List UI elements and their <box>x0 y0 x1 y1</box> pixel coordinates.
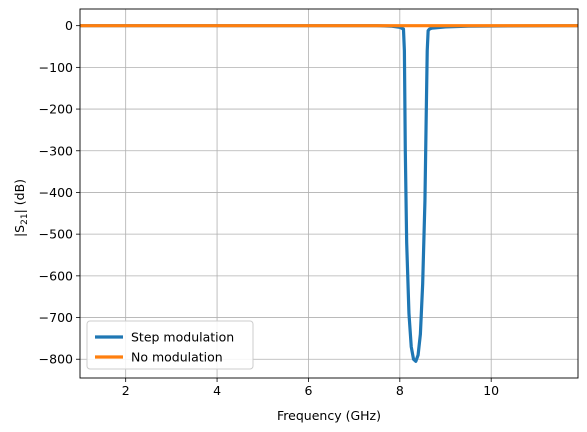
ticks: 2 4 6 8 10 0 −100 −200 −300 −400 −500 −600 −700 −800 <box>39 18 500 398</box>
legend-label-step-modulation: Step modulation <box>131 330 234 345</box>
legend-box <box>86 320 254 370</box>
y-tick-label-0: 0 <box>65 18 73 33</box>
plot-frame <box>79 8 579 379</box>
y-tick-label-8: −800 <box>39 352 73 367</box>
y-tick-label-5: −500 <box>39 227 73 242</box>
y-axis-label-prefix: |S <box>12 225 27 237</box>
series-line-step-modulation <box>80 24 578 363</box>
x-axis-label: Frequency (GHz) <box>277 408 381 423</box>
legend: Step modulation No modulation <box>86 320 254 370</box>
x-tick-label-3: 8 <box>396 383 404 398</box>
series-layer <box>80 24 578 363</box>
y-tick-label-3: −300 <box>39 143 73 158</box>
y-tick-label-4: −400 <box>39 185 73 200</box>
y-axis-label-suffix: | (dB) <box>12 179 27 213</box>
x-tick-label-2: 6 <box>304 383 312 398</box>
y-tick-label-6: −600 <box>39 268 73 283</box>
y-axis-label: |S21| (dB) <box>12 179 30 237</box>
y-axis-label-sub: 21 <box>20 213 30 224</box>
y-tick-label-7: −700 <box>39 310 73 325</box>
x-tick-label-1: 4 <box>213 383 221 398</box>
x-tick-label-0: 2 <box>122 383 130 398</box>
legend-label-no-modulation: No modulation <box>131 350 223 365</box>
x-tick-label-4: 10 <box>483 383 499 398</box>
y-tick-label-2: −200 <box>39 102 73 117</box>
y-tick-label-1: −100 <box>39 60 73 75</box>
